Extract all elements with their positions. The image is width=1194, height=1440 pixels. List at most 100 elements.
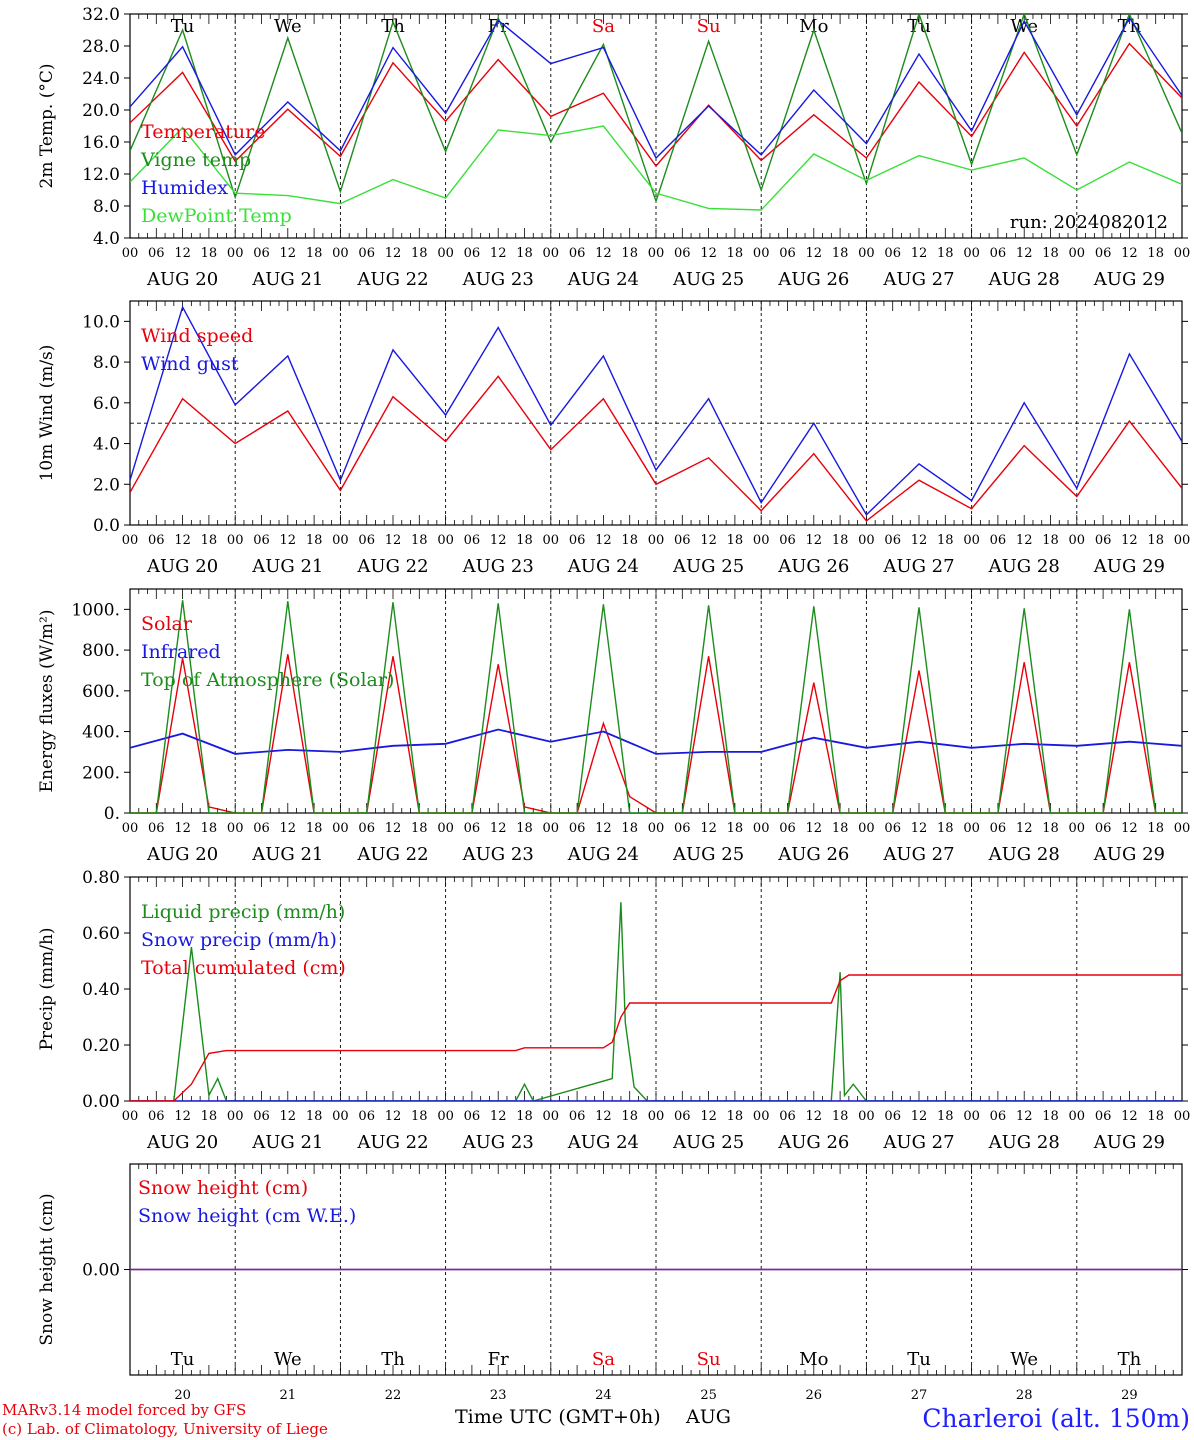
day-number-label: 21 xyxy=(280,1388,297,1403)
temp-y-tick-label: 32.0 xyxy=(82,5,120,25)
temp-hour-label: 18 xyxy=(832,246,849,261)
wind-date-label: AUG 26 xyxy=(777,556,849,577)
temp-hour-label: 12 xyxy=(700,246,717,261)
temp-hour-label: 06 xyxy=(1095,246,1112,261)
temp-hour-label: 00 xyxy=(648,246,665,261)
energy-hour-label: 06 xyxy=(779,821,796,836)
precip-hour-label: 18 xyxy=(1147,1109,1164,1124)
precip-hour-label: 12 xyxy=(280,1109,297,1124)
wind-series-group xyxy=(130,305,1182,522)
credit-line-1: MARv3.14 model forced by GFS xyxy=(2,1401,246,1419)
precip-date-label: AUG 24 xyxy=(567,1132,639,1153)
precip-y-tick-label: 0.00 xyxy=(82,1092,120,1112)
precip-hour-label: 12 xyxy=(806,1109,823,1124)
precip-y-tick-label: 0.40 xyxy=(82,980,120,1000)
wind-hour-label: 12 xyxy=(490,533,507,548)
temp-hour-label: 18 xyxy=(306,246,323,261)
precip-hour-label: 18 xyxy=(1042,1109,1059,1124)
precip-date-label: AUG 20 xyxy=(146,1132,218,1153)
temp-series-humidex xyxy=(130,16,1182,160)
wind-date-label: AUG 24 xyxy=(567,556,639,577)
temp-series-dewpoint-temp xyxy=(130,125,1182,211)
precip-hour-label: 18 xyxy=(727,1109,744,1124)
wind-hour-label: 12 xyxy=(385,533,402,548)
wind-hour-label: 18 xyxy=(306,533,323,548)
wind-hour-label: 18 xyxy=(1042,533,1059,548)
energy-hour-label: 06 xyxy=(884,821,901,836)
precip-y-tick-label: 0.80 xyxy=(82,868,120,888)
wind-date-label: AUG 23 xyxy=(462,556,534,577)
energy-legend-entry: Solar xyxy=(141,613,193,635)
day-number-label: 22 xyxy=(385,1388,402,1403)
wind-hour-label: 06 xyxy=(779,533,796,548)
snow-weekday-label: Fr xyxy=(488,1349,509,1370)
precip-series-liquid-precip-mm-h- xyxy=(130,902,1182,1101)
wind-hour-label: 00 xyxy=(122,533,139,548)
temp-hour-label: 00 xyxy=(122,246,139,261)
energy-hour-label: 00 xyxy=(1069,821,1086,836)
energy-hour-label: 00 xyxy=(1174,821,1191,836)
precip-hour-label: 06 xyxy=(779,1109,796,1124)
wind-hour-label: 12 xyxy=(280,533,297,548)
precip-panel: 0.80 0.60 0.40 0.20 0.00 Precip (mm/h) 00 06 12 1… xyxy=(37,868,1190,1153)
wind-hour-label: 00 xyxy=(753,533,770,548)
wind-date-label: AUG 22 xyxy=(356,556,428,577)
precip-hour-label: 12 xyxy=(174,1109,191,1124)
temp-y-tick-label: 28.0 xyxy=(82,37,120,57)
snow-weekday-label: Th xyxy=(1118,1349,1142,1370)
temp-hour-label: 06 xyxy=(884,246,901,261)
temp-weekday-label: We xyxy=(1010,16,1038,37)
precip-hour-label: 18 xyxy=(621,1109,638,1124)
day-number-label: 24 xyxy=(595,1388,612,1403)
precip-hour-label: 06 xyxy=(253,1109,270,1124)
wind-hour-label: 18 xyxy=(937,533,954,548)
temp-hour-label: 12 xyxy=(385,246,402,261)
energy-date-label: AUG 21 xyxy=(251,844,323,865)
snow-weekday-label: We xyxy=(1010,1349,1038,1370)
wind-hour-label: 00 xyxy=(1174,533,1191,548)
wind-hour-label: 06 xyxy=(464,533,481,548)
precip-legend-entry: Liquid precip (mm/h) xyxy=(141,901,345,923)
energy-hour-label: 18 xyxy=(832,821,849,836)
wind-hour-label: 06 xyxy=(569,533,586,548)
energy-hour-label: 12 xyxy=(911,821,928,836)
temp-weekday-label: Th xyxy=(1118,16,1142,37)
snow-weekday-label: Su xyxy=(697,1349,721,1370)
precip-hour-label: 12 xyxy=(911,1109,928,1124)
temp-weekday-label: Su xyxy=(697,16,721,37)
temp-hour-label: 06 xyxy=(253,246,270,261)
wind-series-wind-gust xyxy=(130,305,1182,516)
temp-y-tick-label: 4.0 xyxy=(93,229,120,249)
energy-hour-label: 18 xyxy=(1147,821,1164,836)
wind-legend-entry: Wind speed xyxy=(141,325,253,347)
precip-date-label: AUG 28 xyxy=(988,1132,1060,1153)
temp-y-tick-label: 20.0 xyxy=(82,101,120,121)
wind-y-tick-label: 8.0 xyxy=(93,353,120,373)
energy-hour-label: 12 xyxy=(174,821,191,836)
temp-hour-label: 18 xyxy=(1042,246,1059,261)
temp-hour-label: 06 xyxy=(358,246,375,261)
wind-date-label: AUG 29 xyxy=(1093,556,1165,577)
temp-series-group xyxy=(130,14,1182,211)
energy-legend-entry: Top of Atmosphere (Solar) xyxy=(141,669,394,691)
wind-hour-label: 18 xyxy=(411,533,428,548)
temp-hour-label: 12 xyxy=(595,246,612,261)
precip-y-tick-label: 0.20 xyxy=(82,1036,120,1056)
wind-hour-label: 18 xyxy=(201,533,218,548)
wind-hour-label: 06 xyxy=(358,533,375,548)
wind-hour-label: 12 xyxy=(1016,533,1033,548)
temp-hour-label: 00 xyxy=(858,246,875,261)
temp-hour-label: 12 xyxy=(806,246,823,261)
temp-y-axis-label: 2m Temp. (°C) xyxy=(37,63,57,188)
wind-date-label: AUG 27 xyxy=(882,556,954,577)
wind-hour-label: 06 xyxy=(1095,533,1112,548)
energy-hour-label: 06 xyxy=(569,821,586,836)
precip-hour-label: 00 xyxy=(648,1109,665,1124)
precip-hour-label: 12 xyxy=(700,1109,717,1124)
temp-date-label: AUG 22 xyxy=(356,269,428,290)
temp-date-label: AUG 26 xyxy=(777,269,849,290)
snow-y-axis-label: Snow height (cm) xyxy=(37,1193,57,1345)
energy-y-axis-label: Energy fluxes (W/m²) xyxy=(37,610,57,793)
precip-hour-label: 00 xyxy=(963,1109,980,1124)
temp-series-vigne-temp xyxy=(130,14,1182,204)
